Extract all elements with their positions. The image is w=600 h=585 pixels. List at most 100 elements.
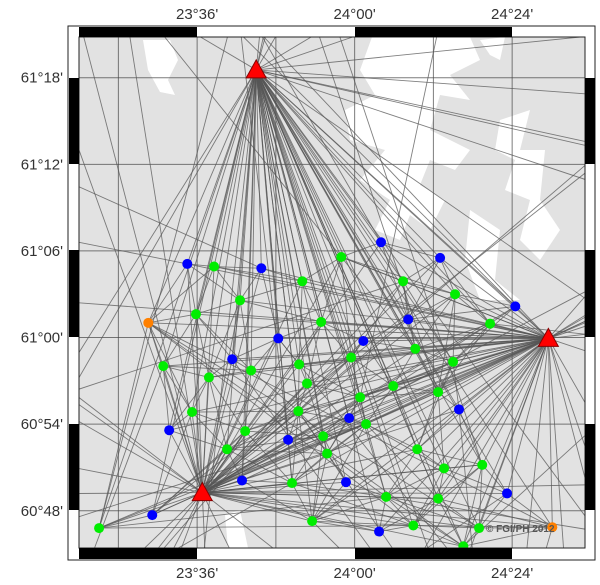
ray-path	[201, 377, 210, 493]
ray-path	[158, 492, 203, 548]
lat-label: 61°18'	[21, 70, 63, 87]
ray-path	[162, 365, 193, 413]
ray-path	[99, 496, 387, 529]
station-green	[307, 516, 318, 527]
ray-path	[202, 492, 313, 522]
ray-path	[202, 492, 480, 529]
ray-path	[311, 520, 340, 548]
ray-path	[443, 338, 549, 469]
ray-path	[226, 435, 324, 450]
ray-path	[148, 313, 197, 324]
ray-path	[362, 340, 394, 387]
ray-path	[255, 69, 464, 547]
ray-path	[437, 323, 491, 393]
ray-path	[164, 37, 342, 258]
ray-path	[79, 280, 404, 390]
ray-path	[98, 37, 228, 529]
ray-path	[478, 493, 508, 529]
ray-path	[255, 69, 439, 499]
ray-path	[162, 313, 197, 367]
ray-path	[256, 69, 585, 142]
ray-path	[79, 404, 203, 493]
ray-path	[241, 479, 293, 484]
ray-path	[319, 37, 439, 393]
ray-path	[437, 498, 464, 547]
ray-path	[548, 321, 585, 339]
ray-path	[201, 268, 262, 493]
ray-path	[79, 69, 257, 378]
ray-path	[99, 525, 414, 529]
station-green	[301, 378, 312, 389]
ray-path	[191, 411, 228, 450]
ray-path	[245, 410, 299, 432]
station-blue	[374, 526, 385, 537]
ray-path	[407, 293, 456, 320]
ray-path	[178, 482, 293, 548]
ray-path	[402, 280, 549, 339]
ray-path	[239, 299, 549, 339]
ray-path	[148, 322, 553, 528]
ray-path	[291, 482, 313, 522]
ray-path	[385, 496, 464, 547]
ray-path	[415, 323, 491, 350]
ray-path	[489, 323, 549, 339]
ray-path	[345, 338, 549, 483]
ray-path	[195, 314, 203, 493]
ray-path	[255, 69, 300, 365]
ray-path	[340, 256, 416, 350]
copyright-text: © FGI/PH 2012	[486, 524, 555, 535]
ray-path	[385, 449, 418, 498]
ray-path	[339, 37, 483, 465]
ray-path	[416, 449, 439, 499]
ray-path	[506, 338, 549, 494]
ray-path	[98, 322, 149, 529]
ray-path	[443, 467, 508, 494]
ray-path	[147, 322, 203, 493]
ray-path	[320, 321, 352, 358]
ray-path	[202, 492, 553, 528]
ray-path	[548, 314, 585, 339]
ray-path	[255, 69, 585, 299]
lon-label-top: 24°24'	[491, 6, 533, 23]
ray-path	[83, 37, 203, 493]
station-green	[412, 444, 423, 455]
ray-path	[437, 468, 445, 499]
ray-path	[202, 291, 585, 493]
ray-path	[416, 448, 445, 469]
ray-path	[437, 338, 549, 499]
ray-path	[392, 348, 416, 387]
ray-path	[214, 266, 262, 269]
ray-path	[341, 256, 404, 282]
ray-path	[402, 257, 441, 282]
lon-label-bottom: 24°00'	[334, 565, 376, 582]
ray-path	[291, 436, 324, 484]
station-green	[293, 406, 304, 417]
ray-path	[256, 69, 585, 180]
ray-path	[250, 370, 308, 384]
ray-path	[244, 370, 252, 432]
ray-path	[439, 257, 456, 295]
ray-path	[208, 377, 228, 450]
ray-path	[326, 453, 387, 498]
ray-path	[226, 448, 293, 484]
ray-path	[202, 492, 414, 526]
ray-path	[201, 364, 300, 493]
station-green	[485, 318, 496, 329]
ray-path	[201, 449, 228, 493]
ray-path	[202, 464, 483, 494]
ray-path	[98, 423, 367, 529]
ray-path	[547, 338, 553, 528]
lat-label: 60°48'	[21, 503, 63, 520]
ray-path	[458, 409, 483, 466]
ray-path	[255, 69, 441, 259]
ray-path	[417, 448, 483, 466]
ray-path	[255, 69, 585, 517]
ray-path	[255, 69, 380, 532]
station-blue	[237, 475, 248, 486]
ray-path	[365, 424, 387, 498]
ray-path	[320, 321, 364, 342]
station-blue	[510, 301, 521, 312]
ray-path	[311, 436, 324, 522]
reference-station-triangle-icon	[191, 481, 214, 502]
ray-path	[365, 391, 439, 425]
